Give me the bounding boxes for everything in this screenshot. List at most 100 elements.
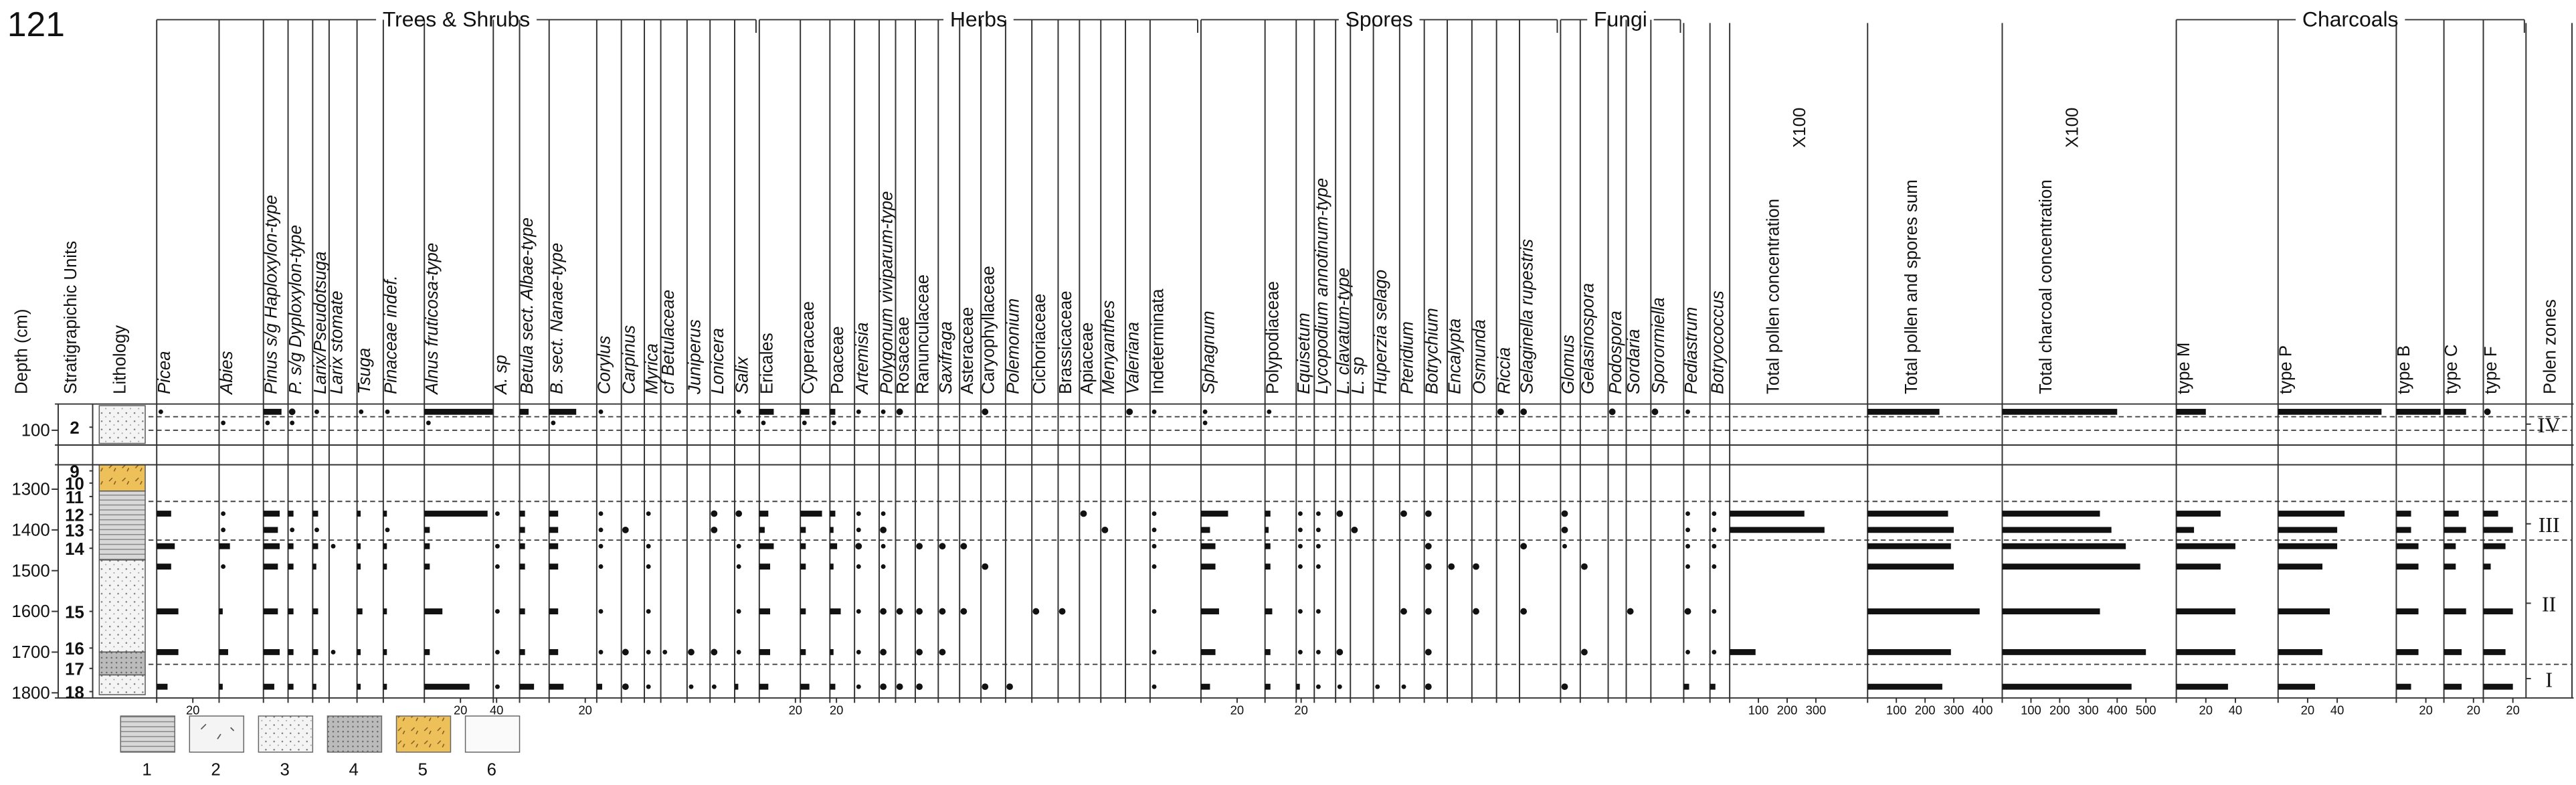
presence-dot xyxy=(646,511,651,516)
scale-tick-label: 500 xyxy=(2136,703,2156,717)
taxon-label: Picea xyxy=(155,351,174,394)
scale-tick-label: 20 xyxy=(2199,703,2213,717)
presence-dot xyxy=(1520,608,1528,615)
scale-tick-label: 200 xyxy=(1777,703,1798,717)
presence-dot xyxy=(1315,649,1321,655)
bar xyxy=(2278,608,2330,614)
bar xyxy=(2002,563,2140,570)
taxon-label: B. sect. Nanae-type xyxy=(547,243,566,394)
unit-label: 16 xyxy=(65,640,84,659)
presence-dot xyxy=(1351,526,1358,533)
taxon-label: Sphagnum xyxy=(1200,311,1218,394)
presence-dot xyxy=(856,409,861,414)
unit-label: 9 xyxy=(70,462,79,481)
presence-dot xyxy=(916,608,923,615)
bar xyxy=(1730,649,1756,655)
bar xyxy=(383,563,387,570)
bar xyxy=(357,608,363,614)
bar xyxy=(1867,527,1954,533)
bar xyxy=(357,563,361,570)
bar xyxy=(519,649,525,655)
group-header: Spores xyxy=(1346,7,1413,31)
taxon-label: Larix/Pseudotsuga xyxy=(311,252,330,394)
bar xyxy=(830,563,834,570)
bar xyxy=(759,527,765,533)
presence-dot xyxy=(1424,510,1432,517)
bar xyxy=(800,527,806,533)
bar xyxy=(1265,608,1273,614)
bar xyxy=(2002,608,2100,614)
presence-dot xyxy=(832,420,836,426)
taxon-label: Myrica xyxy=(643,343,662,394)
taxon-label: Total pollen concentration xyxy=(1764,199,1783,394)
bar xyxy=(1265,649,1271,655)
presence-dot xyxy=(1152,511,1157,516)
presence-dot xyxy=(1126,408,1133,416)
bar xyxy=(2002,511,2100,517)
presence-dot xyxy=(982,563,989,570)
bar xyxy=(312,543,318,549)
presence-dot xyxy=(856,511,861,516)
taxon-multiplier: X100 xyxy=(2063,108,2082,148)
presence-dot xyxy=(1608,408,1616,416)
presence-dot xyxy=(1152,409,1157,414)
bar xyxy=(1265,683,1271,690)
bar xyxy=(157,543,175,549)
bar xyxy=(157,563,171,570)
bar xyxy=(735,683,739,690)
presence-dot xyxy=(982,683,989,691)
presence-dot xyxy=(1315,543,1321,549)
presence-dot xyxy=(1337,684,1342,689)
presence-dot xyxy=(960,608,968,615)
bar xyxy=(2483,543,2506,549)
bar xyxy=(312,563,316,570)
bar xyxy=(830,683,836,690)
unit-label: 17 xyxy=(65,661,84,679)
legend-label: 4 xyxy=(349,760,359,779)
bar xyxy=(1710,683,1716,690)
bar xyxy=(288,608,294,614)
unit-label: 12 xyxy=(65,507,84,525)
bar xyxy=(424,527,430,533)
bar xyxy=(1867,683,1942,690)
bar xyxy=(549,527,559,533)
bar xyxy=(2483,527,2513,533)
bar xyxy=(2396,511,2411,517)
bar xyxy=(1200,543,1216,549)
bar xyxy=(1867,543,1951,549)
presence-dot xyxy=(1712,564,1717,570)
presence-dot xyxy=(1315,527,1321,533)
bar xyxy=(1296,683,1300,690)
bar xyxy=(1200,683,1210,690)
presence-dot xyxy=(1561,683,1568,691)
taxon-label: Apiaceae xyxy=(1078,323,1097,394)
presence-dot xyxy=(385,409,390,414)
presence-dot xyxy=(385,527,390,533)
presence-dot xyxy=(598,609,604,614)
taxon-label: Botryococcus xyxy=(1708,290,1727,394)
bar xyxy=(157,511,171,517)
bar xyxy=(2444,683,2462,690)
bar xyxy=(2396,649,2419,655)
presence-dot xyxy=(1101,526,1109,533)
taxon-label: Salix xyxy=(733,356,752,394)
taxon-label: cf Betulaceae xyxy=(659,290,678,394)
presence-dot xyxy=(221,527,226,533)
presence-dot xyxy=(711,510,718,517)
presence-dot xyxy=(1202,420,1208,426)
zone-label: IV xyxy=(2538,414,2561,437)
bar xyxy=(383,608,387,614)
bar xyxy=(1730,527,1825,533)
bar xyxy=(549,408,577,415)
presence-dot xyxy=(1497,408,1504,416)
bar xyxy=(288,563,294,570)
presence-dot xyxy=(1685,564,1690,570)
presence-dot xyxy=(221,420,226,426)
presence-dot xyxy=(856,564,861,570)
presence-dot xyxy=(880,526,887,533)
presence-dot xyxy=(881,543,886,549)
presence-dot xyxy=(494,609,500,614)
scale-tick-label: 20 xyxy=(186,703,199,717)
presence-dot xyxy=(1651,408,1659,416)
